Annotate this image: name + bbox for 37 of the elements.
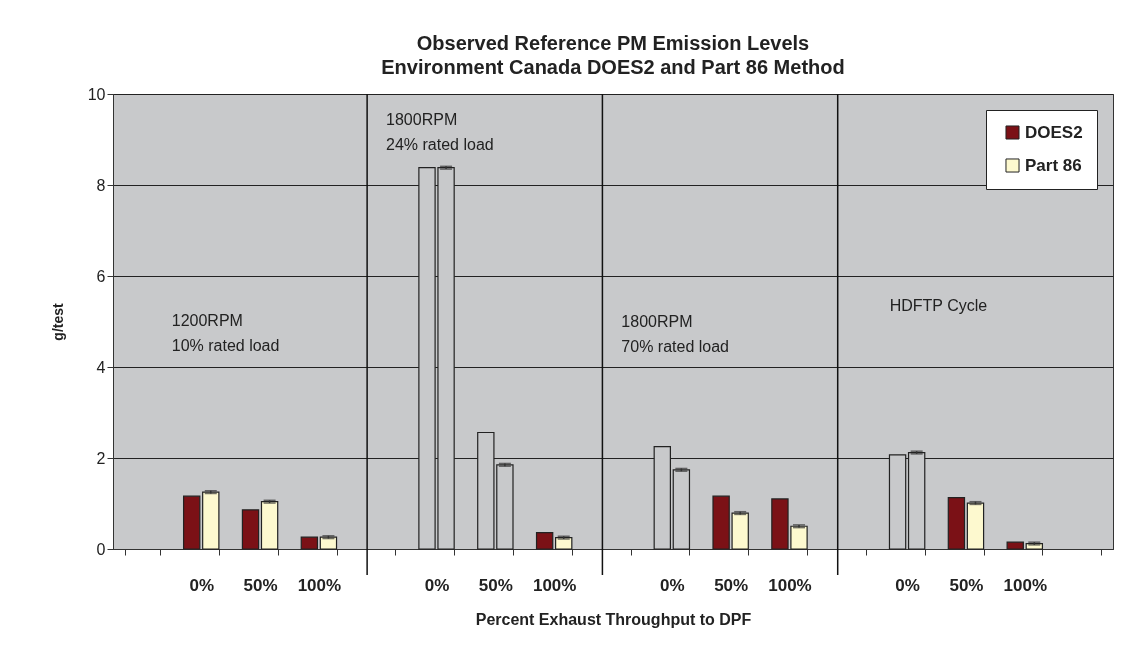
x-tick-label: 100% xyxy=(768,575,812,595)
y-tick-label: 8 xyxy=(96,176,106,194)
y-tick-label: 6 xyxy=(96,267,106,285)
legend-label: Part 86 xyxy=(1025,155,1082,175)
bar xyxy=(202,491,220,550)
y-tick-label: 4 xyxy=(96,358,106,376)
x-tick-label: 100% xyxy=(1003,575,1048,595)
x-axis-title: Percent Exhaust Throughput to DPF xyxy=(475,610,752,628)
bar xyxy=(947,496,966,550)
y-tick-label: 10 xyxy=(87,85,106,103)
x-tick-label: 0% xyxy=(660,575,685,595)
bar xyxy=(319,536,338,550)
y-tick-label: 0 xyxy=(96,540,106,558)
bar xyxy=(260,501,279,550)
annotation: HDFTP Cycle xyxy=(889,297,988,314)
bar xyxy=(1006,541,1024,550)
y-tick-label: 2 xyxy=(96,449,106,467)
bar xyxy=(300,536,319,550)
x-tick-label: 100% xyxy=(532,575,577,595)
x-tick-label: 50% xyxy=(949,575,984,595)
x-tick-label: 0% xyxy=(189,575,215,595)
chart-title: Observed Reference PM Emission Levels Environment Canada DOES2 and Part 86 Method xyxy=(381,32,845,78)
bar xyxy=(182,495,201,550)
bar xyxy=(966,502,985,550)
legend-label: DOES2 xyxy=(1025,122,1083,142)
annotation: 1800RPM 24% rated load xyxy=(386,111,494,153)
annotation: 1800RPM 70% rated load xyxy=(621,313,729,355)
bar xyxy=(535,532,554,550)
annotation: 1200RPM 10% rated load xyxy=(171,312,280,354)
x-tick-label: 50% xyxy=(243,575,278,595)
x-tick-label: 0% xyxy=(424,575,450,595)
bar xyxy=(241,509,260,550)
x-tick-label: 50% xyxy=(714,575,749,595)
x-tick-label: 50% xyxy=(478,575,513,595)
x-tick-label: 0% xyxy=(895,575,920,595)
x-tick-label: 100% xyxy=(297,575,342,595)
y-axis-title: g/test xyxy=(49,303,66,341)
